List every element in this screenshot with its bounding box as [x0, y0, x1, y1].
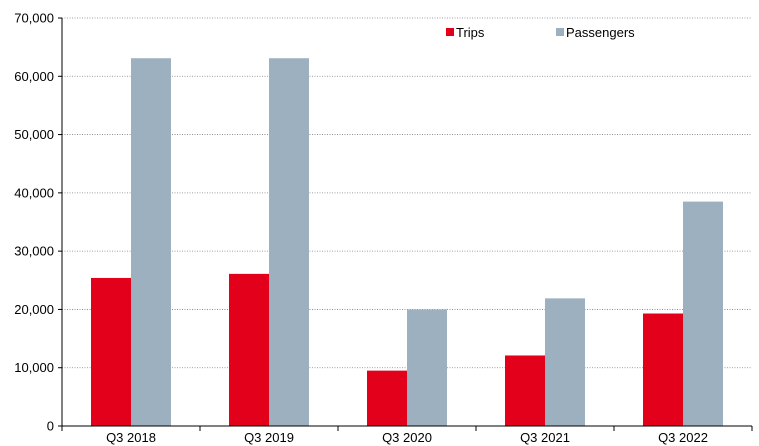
- y-tick-label: 40,000: [14, 185, 54, 200]
- legend-swatch-trips: [446, 28, 454, 36]
- x-tick-labels: Q3 2018 Q3 2019 Q3 2020 Q3 2021 Q3 2022: [106, 430, 708, 445]
- bar-trips-q3-2022: [643, 313, 683, 426]
- x-tick-label: Q3 2020: [382, 430, 432, 445]
- bar-passengers-q3-2019: [269, 58, 309, 427]
- y-tick-labels: 0 10,000 20,000 30,000 40,000 50,000 60,000 70,…: [14, 11, 54, 434]
- y-tick-label: 70,000: [14, 11, 54, 26]
- y-tick-label: 0: [47, 419, 54, 434]
- bar-trips-q3-2019: [229, 273, 269, 426]
- legend-label-passengers: Passengers: [566, 25, 635, 40]
- x-tick-label: Q3 2022: [658, 430, 708, 445]
- y-tick-label: 30,000: [14, 244, 54, 259]
- x-tick-label: Q3 2019: [244, 430, 294, 445]
- bar-passengers-q3-2022: [683, 201, 723, 426]
- bar-trips-q3-2020: [367, 370, 407, 426]
- bars: [91, 58, 723, 427]
- bar-passengers-q3-2018: [131, 58, 171, 427]
- axes: [58, 17, 753, 431]
- x-tick-label: Q3 2018: [106, 430, 156, 445]
- legend-swatch-passengers: [556, 28, 564, 36]
- x-tick-label: Q3 2021: [520, 430, 570, 445]
- y-tick-label: 60,000: [14, 69, 54, 84]
- bar-trips-q3-2021: [505, 355, 545, 426]
- y-tick-label: 50,000: [14, 127, 54, 142]
- y-tick-label: 20,000: [14, 302, 54, 317]
- legend-label-trips: Trips: [456, 25, 485, 40]
- gridlines: [62, 17, 752, 369]
- y-tick-label: 10,000: [14, 360, 54, 375]
- bar-trips-q3-2018: [91, 277, 131, 426]
- bar-passengers-q3-2021: [545, 298, 585, 426]
- legend: Trips Passengers: [446, 25, 635, 40]
- bar-passengers-q3-2020: [407, 309, 447, 426]
